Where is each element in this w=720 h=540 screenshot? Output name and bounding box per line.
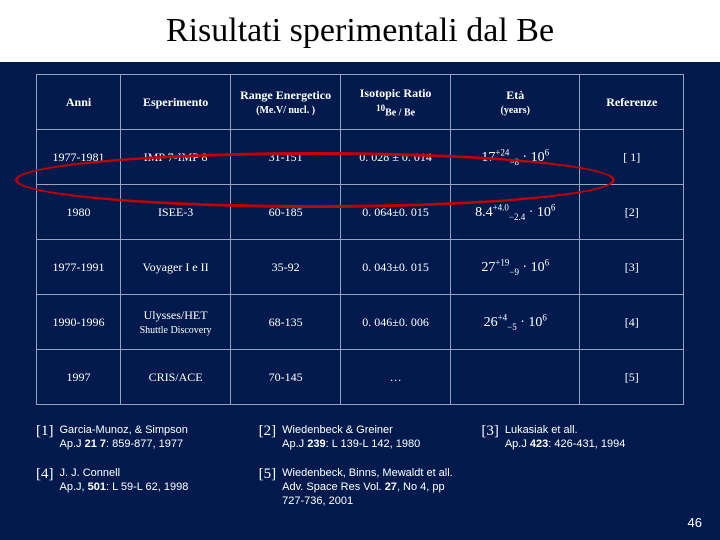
th-esperimento: Esperimento: [121, 75, 231, 130]
reference-item: [2]Wiedenbeck & GreinerAp.J 239: L 139-L…: [259, 423, 462, 452]
title-bar: Risultati sperimentali dal Be: [0, 0, 720, 62]
th-eta: Età (years): [451, 75, 580, 130]
table-row: 1977-1991Voyager I e II35-920. 043±0. 01…: [37, 240, 684, 295]
results-table: Anni Esperimento Range Energetico (Me.V/…: [36, 74, 684, 405]
reference-item: [3]Lukasiak et all.Ap.J 423: 426-431, 19…: [481, 423, 684, 452]
content-area: Anni Esperimento Range Energetico (Me.V/…: [0, 62, 720, 508]
slide: Risultati sperimentali dal Be Anni Esper…: [0, 0, 720, 540]
table-row: 1997CRIS/ACE70-145…[5]: [37, 350, 684, 405]
th-anni: Anni: [37, 75, 121, 130]
table-row: 1980ISEE-360-1850. 064±0. 0158.4+4.0−2.4…: [37, 185, 684, 240]
page-number: 46: [688, 515, 702, 530]
slide-title: Risultati sperimentali dal Be: [166, 12, 554, 50]
reference-item: [4]J. J. ConnellAp.J, 501: L 59-L 62, 19…: [36, 466, 239, 509]
th-referenze: Referenze: [580, 75, 684, 130]
reference-item: [1]Garcia-Munoz, & SimpsonAp.J 21 7: 859…: [36, 423, 239, 452]
th-ratio: Isotopic Ratio 10Be / Be: [341, 75, 451, 130]
table-row: 1990-1996Ulysses/HETShuttle Discovery68-…: [37, 295, 684, 350]
ratio-sub: 10Be / Be: [345, 103, 446, 118]
references-block: [1]Garcia-Munoz, & SimpsonAp.J 21 7: 859…: [36, 423, 684, 508]
table-header-row: Anni Esperimento Range Energetico (Me.V/…: [37, 75, 684, 130]
reference-item: [5]Wiedenbeck, Binns, Mewaldt et all.Adv…: [259, 466, 462, 509]
th-range: Range Energetico (Me.V/ nucl. ): [231, 75, 341, 130]
table-row: 1977-1981IMP 7-IMP 831-1510. 028 ± 0. 01…: [37, 130, 684, 185]
